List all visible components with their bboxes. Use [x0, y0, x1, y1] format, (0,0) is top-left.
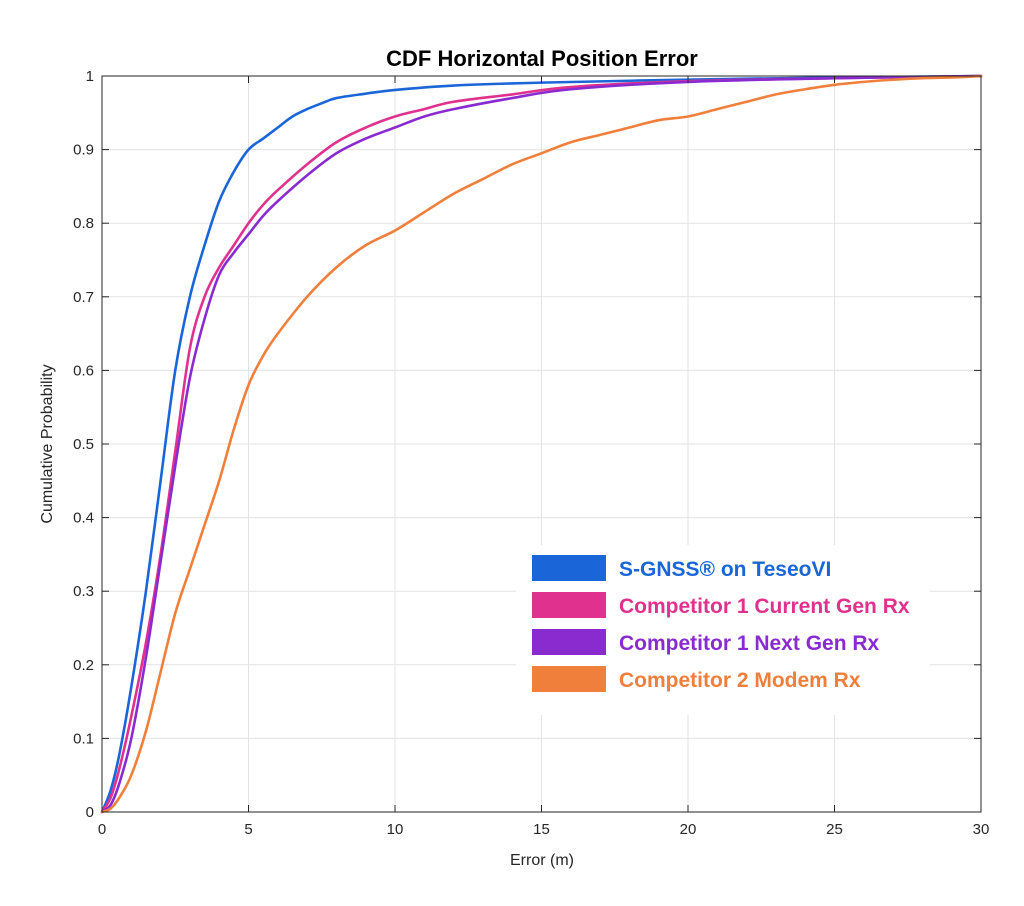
x-tick-label: 20 — [680, 821, 697, 838]
y-tick-label: 1 — [86, 68, 94, 85]
legend: S-GNSS® on TeseoVI Competitor 1 Current G… — [516, 545, 930, 715]
series-line-2 — [100, 74, 983, 814]
legend-label-4: Competitor 2 Modem Rx — [619, 669, 861, 692]
legend-label-3: Competitor 1 Next Gen Rx — [619, 632, 880, 655]
y-tick-label: 0.9 — [73, 142, 94, 159]
y-tick-label: 0.1 — [73, 730, 94, 747]
series-line-3 — [100, 74, 983, 814]
legend-swatch-4 — [532, 666, 606, 692]
y-tick-label: 0.4 — [73, 510, 94, 527]
chart-title: CDF Horizontal Position Error — [386, 46, 698, 71]
x-tick-label: 0 — [98, 821, 106, 838]
y-tick-label: 0.3 — [73, 583, 94, 600]
y-tick-label: 0.8 — [73, 215, 94, 232]
legend-label-1: S-GNSS® on TeseoVI — [619, 558, 831, 581]
y-tick-label: 0.2 — [73, 657, 94, 674]
x-tick-label: 25 — [826, 821, 843, 838]
y-tick-label: 0 — [86, 804, 94, 821]
x-axis-label: Error (m) — [510, 852, 574, 869]
legend-swatch-2 — [532, 592, 606, 618]
y-tick-label: 0.5 — [73, 436, 94, 453]
x-tick-label: 30 — [973, 821, 990, 838]
x-tick-label: 10 — [387, 821, 404, 838]
x-tick-label: 5 — [244, 821, 252, 838]
series-line-4 — [100, 74, 983, 814]
axis-ticks: 0 5 10 15 20 25 30 0 0.1 0.2 0.3 0.4 0.5 0.6 0.7 0.8 0.9… — [73, 68, 989, 838]
x-tick-label: 15 — [533, 821, 550, 838]
legend-label-2: Competitor 1 Current Gen Rx — [619, 595, 910, 618]
y-axis-label: Cumulative Probability — [39, 364, 56, 523]
legend-swatch-1 — [532, 555, 606, 581]
y-tick-label: 0.6 — [73, 362, 94, 379]
legend-swatch-3 — [532, 629, 606, 655]
y-tick-label: 0.7 — [73, 289, 94, 306]
